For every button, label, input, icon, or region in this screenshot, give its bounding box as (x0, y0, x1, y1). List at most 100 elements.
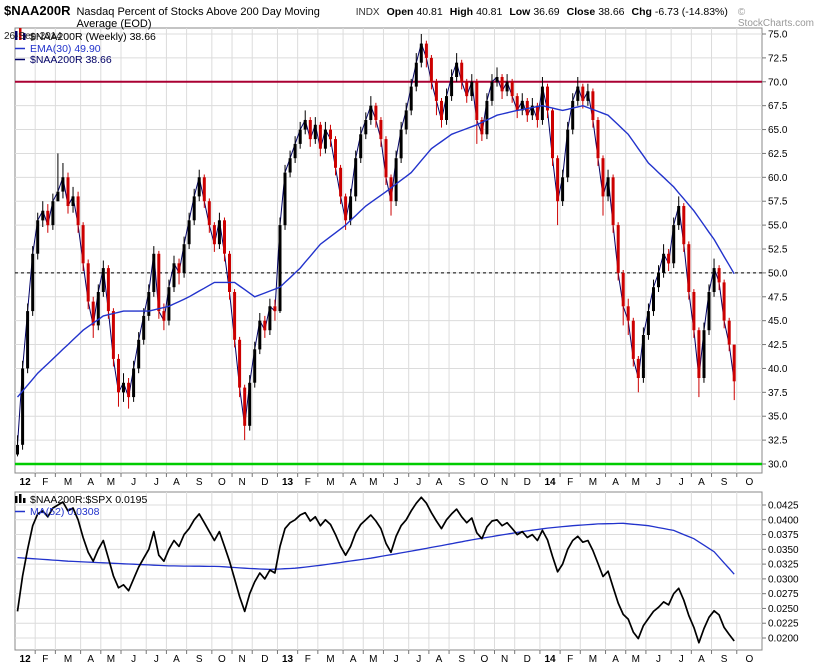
lower-panel-xtick-label: 12 (20, 654, 32, 665)
quote-date: 26-Sep-2014 (4, 31, 62, 42)
chg-value: -6.73 (-14.83%) (654, 6, 728, 18)
low-label: Low (509, 6, 531, 18)
main-panel-ytick-label: 65.0 (768, 125, 788, 136)
main-panel-xtick-label: S (721, 477, 728, 488)
main-panel-xtick-label: M (326, 477, 334, 488)
lower-panel-ytick-label: 0.0250 (768, 604, 799, 615)
lower-panel-ytick-label: 0.0300 (768, 574, 799, 585)
exchange-label: INDX (355, 7, 380, 18)
main-panel-xtick-label: N (501, 477, 508, 488)
main-panel-ytick-label: 55.0 (768, 221, 788, 232)
lower-panel-ytick-label: 0.0375 (768, 530, 799, 541)
main-panel-xtick-label: A (698, 477, 705, 488)
main-panel-ytick-label: 32.5 (768, 436, 788, 447)
symbol: $NAA200R (4, 3, 71, 18)
lower-panel-xtick-label: S (196, 654, 203, 665)
lower-legend: $NAA200R:$SPX 0.0195 MA(52) 0.0308 (15, 494, 147, 518)
main-panel-xtick-label: N (239, 477, 246, 488)
header-line-2: 26-Sep-2014 (0, 30, 820, 42)
main-panel-xtick-label: F (305, 477, 311, 488)
main-panel-xtick-label: J (416, 477, 421, 488)
main-panel-ytick-label: 40.0 (768, 364, 788, 375)
lower-panel-xtick-label: F (567, 654, 573, 665)
open-value: 40.81 (416, 6, 443, 18)
lower-panel-xtick-label: J (131, 654, 136, 665)
main-panel-ytick-label: 50.0 (768, 268, 788, 279)
main-panel-xtick-label: D (261, 477, 268, 488)
main-legend-line-label: $NAA200R 38.66 (30, 54, 112, 66)
main-panel-xtick-label: J (394, 477, 399, 488)
high-value: 40.81 (476, 6, 503, 18)
lower-panel-xtick-label: M (326, 654, 334, 665)
main-panel-ytick-label: 30.0 (768, 460, 788, 471)
lower-panel-xtick-label: J (154, 654, 159, 665)
main-panel-ytick-label: 37.5 (768, 388, 788, 399)
lower-panel-xtick-label: S (721, 654, 728, 665)
lower-panel-xtick-label: M (369, 654, 377, 665)
main-panel-xtick-label: M (64, 477, 72, 488)
main-panel-ytick-label: 62.5 (768, 149, 788, 160)
main-legend-ema-label: EMA(30) 49.90 (30, 43, 101, 55)
main-panel-xtick-label: O (481, 477, 489, 488)
lower-panel-xtick-label: M (589, 654, 597, 665)
lower-panel-xtick-label: A (87, 654, 94, 665)
lower-panel-xtick-label: A (698, 654, 705, 665)
main-panel-ytick-label: 57.5 (768, 197, 788, 208)
ratio-chart-icon (15, 494, 26, 503)
main-panel-ytick-label: 52.5 (768, 245, 788, 256)
lower-panel-xtick-label: F (42, 654, 48, 665)
lower-panel-ytick-label: 0.0350 (768, 545, 799, 556)
main-panel-xtick-label: F (567, 477, 573, 488)
lower-panel-xtick-label: M (64, 654, 72, 665)
main-panel-xtick-label: J (154, 477, 159, 488)
close-label: Close (566, 6, 596, 18)
lower-panel-xtick-label: A (612, 654, 619, 665)
lower-panel-xtick-label: A (350, 654, 357, 665)
main-panel-ytick-label: 67.5 (768, 101, 788, 112)
lower-panel-frame (14, 491, 763, 651)
main-panel-xtick-label: M (369, 477, 377, 488)
main-panel-ytick-label: 45.0 (768, 316, 788, 327)
lower-panel-xtick-label: O (218, 654, 226, 665)
lower-legend-ma-label: MA(52) 0.0308 (30, 506, 100, 518)
copyright: © StockCharts.com (737, 7, 815, 29)
main-panel-xtick-label: 13 (282, 477, 294, 488)
sharpchart-icon (15, 28, 26, 40)
lower-panel-xtick-label: J (394, 654, 399, 665)
generated-chart-layers: 75.0 72.5 70.0 67.5 65.0 62.5 60.0 57.5 55.0 52.5… (14, 27, 799, 665)
lower-panel-xtick-label: D (524, 654, 531, 665)
main-panel-xtick-label: F (42, 477, 48, 488)
header-line-1: $NAA200R Nasdaq Percent of Stocks Above … (0, 0, 820, 30)
lower-legend-ratio-label: $NAA200R:$SPX 0.0195 (30, 494, 147, 506)
main-panel-xtick-label: J (131, 477, 136, 488)
main-panel-ytick-label: 47.5 (768, 292, 788, 303)
lower-panel-xtick-label: F (305, 654, 311, 665)
main-panel-xtick-label: M (589, 477, 597, 488)
main-panel-xtick-label: S (458, 477, 465, 488)
lower-panel-xtick-label: J (656, 654, 661, 665)
lower-panel-xtick-label: J (679, 654, 684, 665)
lower-panel-ytick-label: 0.0325 (768, 560, 799, 571)
lower-panel-xtick-label: A (173, 654, 180, 665)
main-panel-xtick-label: O (745, 477, 753, 488)
lower-panel-xtick-label: O (481, 654, 489, 665)
lower-panel-ytick-label: 0.0400 (768, 515, 799, 526)
lower-panel-xtick-label: S (458, 654, 465, 665)
main-legend-price-label: $NAA200R (Weekly) 38.66 (30, 31, 156, 43)
lower-panel-xtick-label: M (632, 654, 640, 665)
high-label: High (449, 6, 474, 18)
lower-panel-xtick-label: 14 (544, 654, 556, 665)
chart-header: $NAA200R Nasdaq Percent of Stocks Above … (0, 0, 820, 42)
low-value: 36.69 (533, 6, 560, 18)
main-panel-xtick-label: D (524, 477, 531, 488)
main-legend: $NAA200R (Weekly) 38.66 EMA(30) 49.90 $N… (15, 28, 156, 66)
main-panel-xtick-label: J (656, 477, 661, 488)
main-panel-xtick-label: 14 (544, 477, 556, 488)
close-value: 38.66 (598, 6, 625, 18)
main-panel-xtick-label: M (632, 477, 640, 488)
lower-panel-xtick-label: M (107, 654, 115, 665)
main-panel-xtick-label: A (173, 477, 180, 488)
main-panel-ytick-label: 75.0 (768, 30, 788, 41)
main-panel-xtick-label: A (87, 477, 94, 488)
